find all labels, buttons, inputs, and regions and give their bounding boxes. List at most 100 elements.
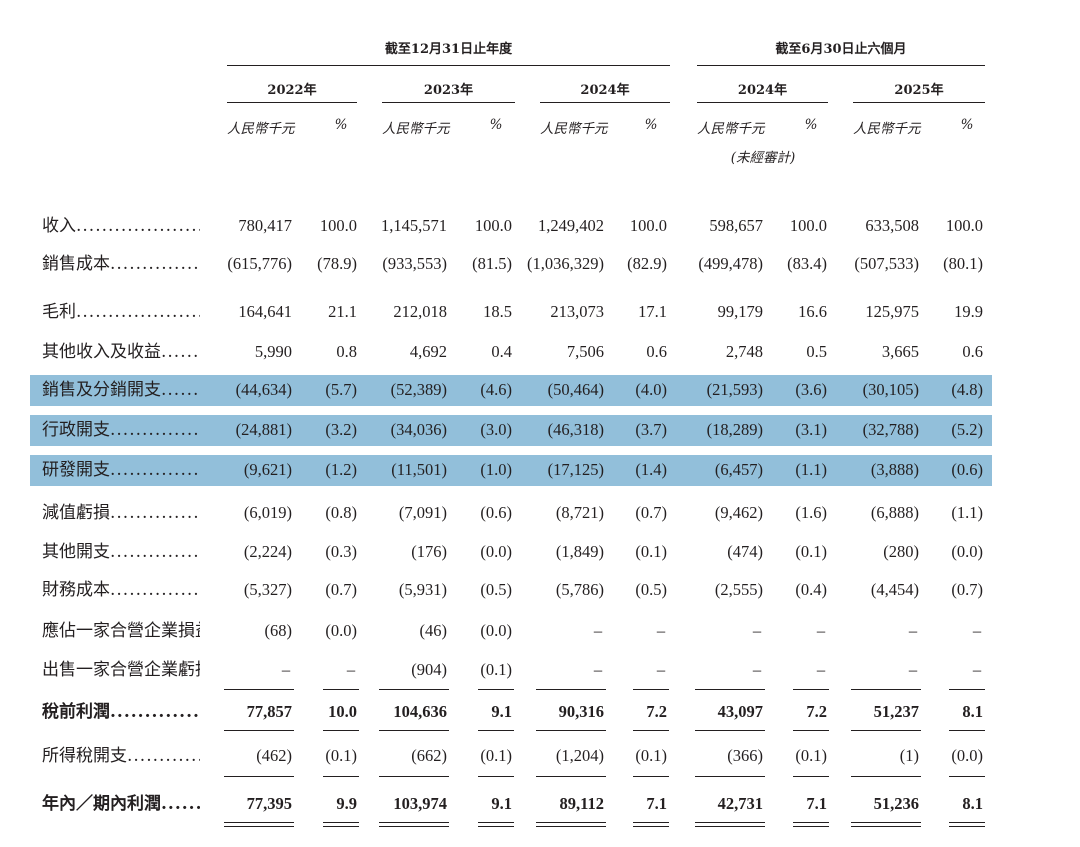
- amount-cell: (499,478): [698, 254, 763, 273]
- amount-cell: (7,091): [398, 503, 447, 522]
- year-header: 2023年: [423, 83, 474, 98]
- amount-cell: (44,634): [235, 380, 292, 399]
- percent-cell: (80.1): [943, 254, 983, 273]
- row-label: 所得稅開支...................................…: [42, 746, 200, 766]
- percent-cell: 9.1: [491, 702, 512, 721]
- amount-cell: (5,327): [243, 580, 292, 599]
- percent-cell: (4.6): [480, 380, 512, 399]
- tax-bottom-rule: [478, 776, 514, 777]
- year-header-rule: [382, 102, 515, 103]
- row-label: 財務成本....................................…: [42, 580, 200, 600]
- unit-percent: %: [960, 117, 974, 133]
- percent-cell: (1.0): [480, 460, 512, 479]
- unit-rmb: 人民幣千元: [540, 121, 608, 137]
- amount-cell: (176): [411, 542, 447, 561]
- percent-cell: (3.1): [795, 420, 827, 439]
- percent-cell: –: [972, 660, 982, 679]
- total-double-rule: [633, 822, 669, 827]
- row-label: 應佔一家合營企業損益..............................…: [42, 621, 200, 641]
- percent-cell: (1.1): [795, 460, 827, 479]
- percent-cell: (0.1): [635, 746, 667, 765]
- amount-cell: (2,555): [714, 580, 763, 599]
- tax-bottom-rule: [633, 776, 669, 777]
- tax-bottom-rule: [536, 776, 606, 777]
- amount-cell: (68): [264, 621, 293, 640]
- percent-cell: 100.0: [629, 216, 667, 235]
- percent-cell: (1.2): [325, 460, 357, 479]
- amount-cell: –: [752, 621, 762, 640]
- unit-percent: %: [804, 117, 818, 133]
- percent-cell: (0.0): [951, 746, 983, 765]
- amount-cell: (507,533): [854, 254, 919, 273]
- percent-cell: 7.2: [806, 702, 827, 721]
- amount-cell: (1,204): [555, 746, 604, 765]
- year-header: 2025年: [894, 83, 944, 98]
- row-label: 其他收入及收益.................................…: [42, 342, 200, 362]
- leader-dots: ........................................: [161, 380, 200, 400]
- amount-cell: –: [908, 660, 918, 679]
- percent-cell: 0.5: [806, 342, 827, 361]
- percent-cell: (0.1): [480, 660, 512, 679]
- percent-cell: (0.4): [795, 580, 827, 599]
- amount-cell: 598,657: [709, 216, 763, 235]
- percent-cell: 17.1: [638, 302, 667, 321]
- tax-bottom-rule: [379, 776, 449, 777]
- row-label-text: 研發開支: [42, 460, 110, 480]
- percent-cell: (0.1): [325, 746, 357, 765]
- total-double-rule: [478, 822, 514, 827]
- percent-cell: (83.4): [787, 254, 827, 273]
- percent-cell: –: [346, 660, 356, 679]
- amount-cell: –: [908, 621, 918, 640]
- highlight-band: [30, 375, 992, 406]
- total-double-rule: [536, 822, 606, 827]
- percent-cell: (0.1): [635, 542, 667, 561]
- percent-cell: (0.1): [795, 542, 827, 561]
- tax-bottom-rule: [949, 776, 985, 777]
- row-label: 其他開支....................................…: [42, 542, 200, 562]
- header-six-months-rule: [697, 65, 985, 66]
- tax-bottom-rule: [851, 776, 921, 777]
- percent-cell: 100.0: [474, 216, 512, 235]
- row-label-text: 毛利: [42, 302, 76, 322]
- percent-cell: 7.2: [646, 702, 667, 721]
- highlight-band: [30, 455, 992, 486]
- percent-cell: (4.0): [635, 380, 667, 399]
- percent-cell: (5.2): [951, 420, 983, 439]
- percent-cell: (1.1): [951, 503, 983, 522]
- amount-cell: 633,508: [865, 216, 919, 235]
- row-label: 行政開支....................................…: [42, 420, 200, 440]
- amount-cell: –: [752, 660, 762, 679]
- amount-cell: 164,641: [238, 302, 292, 321]
- percent-cell: 18.5: [483, 302, 512, 321]
- percent-cell: (1.6): [795, 503, 827, 522]
- percent-cell: (4.8): [951, 380, 983, 399]
- total-top-rule: [224, 730, 294, 731]
- row-label: 毛利......................................…: [42, 302, 200, 322]
- amount-cell: 213,073: [550, 302, 604, 321]
- row-label-text: 銷售及分銷開支: [42, 380, 161, 400]
- percent-cell: (3.7): [635, 420, 667, 439]
- total-top-rule: [793, 730, 829, 731]
- subtotal-rule: [536, 689, 606, 690]
- amount-cell: (4,454): [870, 580, 919, 599]
- percent-cell: (0.1): [795, 746, 827, 765]
- amount-cell: (1): [899, 746, 919, 765]
- subtotal-rule: [478, 689, 514, 690]
- amount-cell: –: [593, 660, 603, 679]
- leader-dots: ........................................: [110, 503, 200, 523]
- row-label: 收入......................................…: [42, 216, 200, 236]
- leader-dots: ........................................: [110, 580, 200, 600]
- unit-rmb: 人民幣千元: [227, 121, 295, 137]
- percent-cell: (0.0): [480, 542, 512, 561]
- percent-cell: 19.9: [954, 302, 983, 321]
- unit-percent: %: [334, 117, 348, 133]
- row-label-text: 銷售成本: [42, 254, 110, 274]
- amount-cell: (46): [419, 621, 448, 640]
- total-top-rule: [851, 730, 921, 731]
- amount-cell: 51,237: [873, 702, 919, 721]
- percent-cell: –: [816, 621, 826, 640]
- row-label-text: 行政開支: [42, 420, 110, 440]
- year-header: 2022年: [267, 83, 317, 98]
- row-label-text: 減值虧損: [42, 503, 110, 523]
